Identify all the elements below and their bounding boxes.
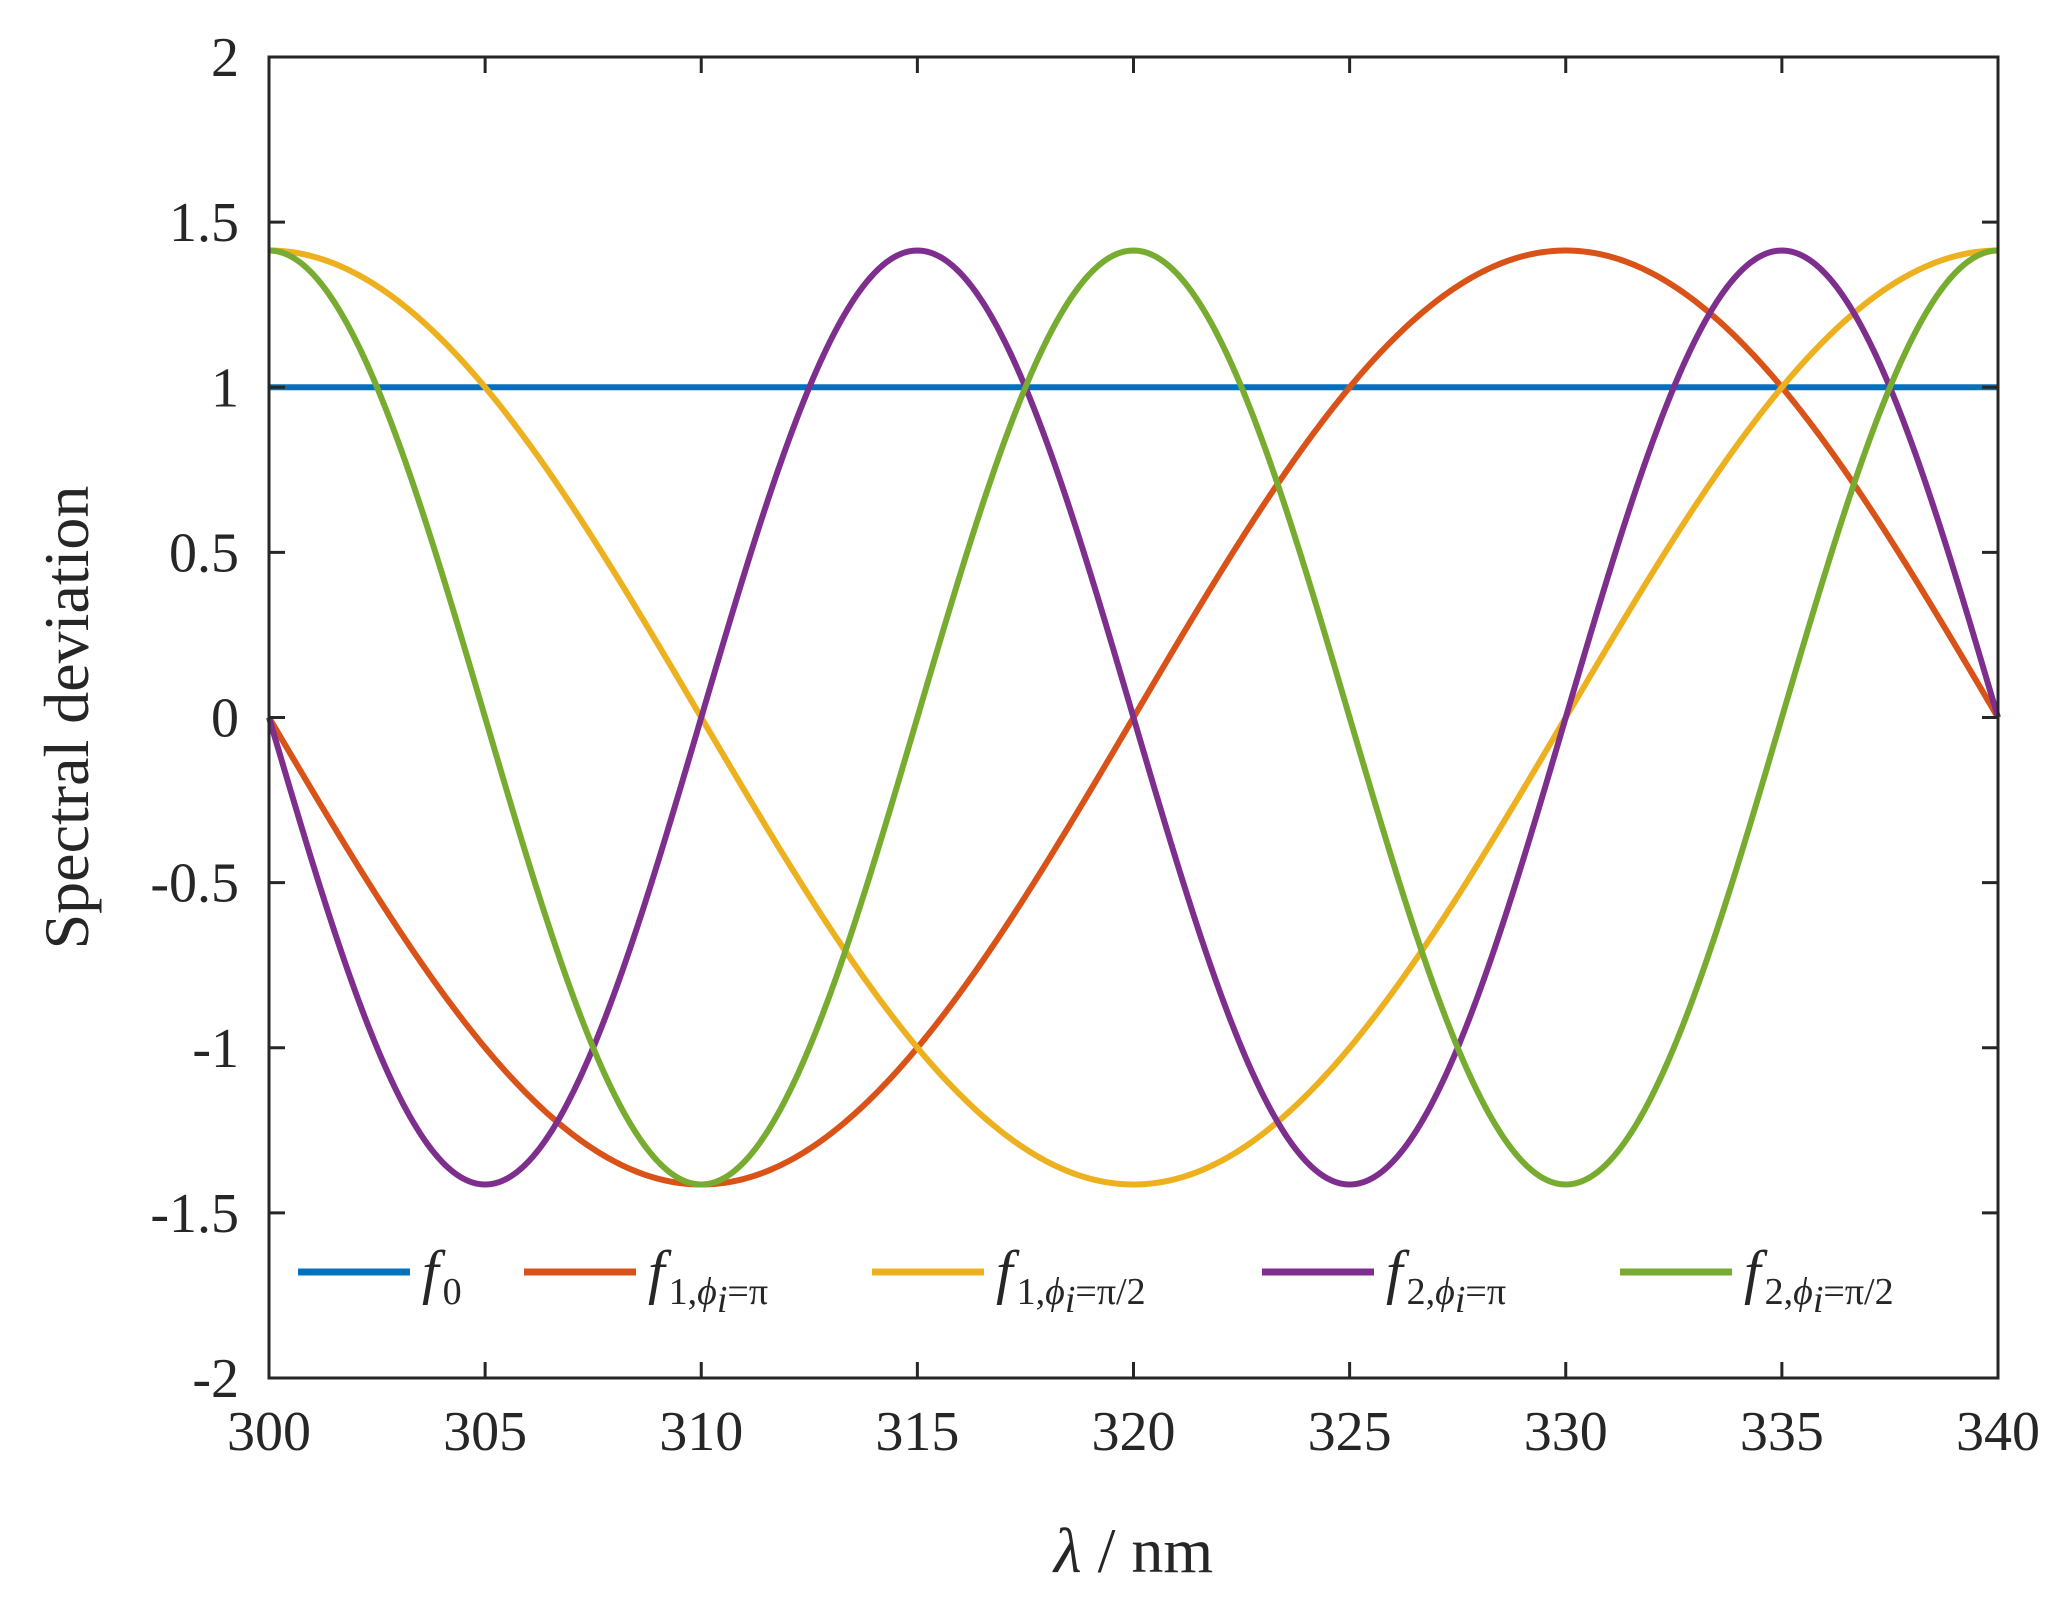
legend-item-4: f 2,ϕi=π/2 xyxy=(1620,1239,1894,1321)
y-tick-label: -2 xyxy=(192,1348,239,1410)
y-tick-label: 0.5 xyxy=(169,522,239,584)
x-axis-unit: / nm xyxy=(1098,1515,1214,1586)
x-tick-label: 340 xyxy=(1956,1401,2040,1463)
tick-layer: 300 305 310 315 320 325 330 335 340 -2 -1.5 -1 -0.5 0… xyxy=(150,27,2040,1463)
y-tick-label: -1.5 xyxy=(150,1183,239,1245)
series-line-4 xyxy=(268,247,1999,1188)
y-axis-title: Spectral deviation xyxy=(31,486,102,950)
legend-item-2: f 1,ϕi=π/2 xyxy=(872,1239,1146,1321)
x-tick-label: 330 xyxy=(1524,1401,1608,1463)
x-axis-title: λ / nm xyxy=(1052,1515,1213,1586)
series-line-2 xyxy=(268,247,1999,1188)
x-tick-label: 310 xyxy=(659,1401,743,1463)
x-tick-label: 315 xyxy=(875,1401,959,1463)
y-tick-label: -0.5 xyxy=(150,853,239,915)
legend: f 0 f 1,ϕi=π f 1,ϕi=π/2 f 2,ϕi=π f 2,ϕi=π/2 xyxy=(298,1239,1894,1321)
legend-item-3: f 2,ϕi=π xyxy=(1262,1239,1506,1321)
x-tick-label: 325 xyxy=(1308,1401,1392,1463)
y-tick-label: -1 xyxy=(192,1018,239,1080)
legend-label: f 2,ϕi=π/2 xyxy=(1744,1239,1894,1321)
y-tick-label: 0 xyxy=(211,688,239,750)
x-tick-label: 300 xyxy=(227,1401,311,1463)
x-tick-label: 320 xyxy=(1092,1401,1176,1463)
y-tick-label: 2 xyxy=(211,27,239,89)
x-tick-label: 335 xyxy=(1740,1401,1824,1463)
series-line-3 xyxy=(266,247,2001,1188)
series-layer xyxy=(266,247,2001,1188)
x-axis-symbol: λ xyxy=(1052,1515,1082,1586)
legend-label: f 2,ϕi=π xyxy=(1386,1239,1506,1321)
y-tick-label: 1.5 xyxy=(169,192,239,254)
legend-label: f 1,ϕi=π/2 xyxy=(996,1239,1146,1321)
y-tick-label: 1 xyxy=(211,357,239,419)
x-tick-label: 305 xyxy=(443,1401,527,1463)
